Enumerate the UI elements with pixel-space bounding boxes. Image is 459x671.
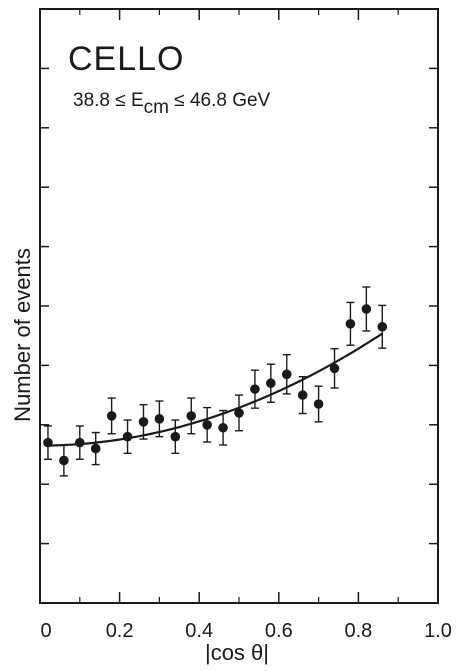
marker [154, 414, 165, 424]
marker [59, 455, 69, 466]
data-point [345, 301, 356, 346]
x-axis-label: |cos θ| [205, 640, 269, 665]
marker [186, 411, 197, 421]
marker [43, 437, 53, 448]
marker [75, 437, 85, 448]
data-point [234, 394, 244, 432]
data-point [90, 431, 101, 466]
chart-subtitle: 38.8 ≤ Ecm ≤ 46.8 GeV [73, 90, 271, 118]
x-tick-label: 0 [40, 620, 51, 642]
marker [138, 417, 149, 427]
data-point [266, 363, 276, 403]
marker [361, 304, 372, 314]
marker [90, 443, 101, 454]
marker [345, 319, 356, 329]
data-point [377, 304, 388, 349]
data-point [75, 425, 85, 460]
marker [218, 422, 228, 433]
data-point [43, 425, 53, 460]
data-point [281, 354, 292, 395]
data-point [313, 385, 324, 423]
marker [122, 431, 133, 442]
marker [106, 411, 117, 421]
subtitle-pre: 38.8 ≤ E [73, 90, 144, 111]
x-tick-label: 0.2 [106, 620, 134, 642]
data-point [170, 419, 181, 455]
x-tick-label: 0.6 [265, 620, 293, 642]
data-point [122, 419, 133, 455]
axis-ticks [39, 8, 439, 604]
data-point [329, 348, 340, 389]
data-point [218, 409, 228, 446]
marker [250, 384, 260, 394]
marker [266, 378, 276, 389]
data-point [154, 400, 165, 438]
y-axis-label: Number of events [10, 248, 35, 422]
marker [202, 420, 212, 430]
data-point [202, 406, 212, 443]
data-point [138, 403, 149, 440]
data-points [43, 286, 388, 477]
marker [234, 408, 244, 418]
data-point [106, 397, 117, 435]
axis-labels: 0 0.2 0.4 0.6 0.8 1.0 [40, 620, 451, 642]
marker [281, 369, 292, 380]
marker [329, 363, 340, 374]
fit-curve [47, 332, 383, 447]
x-tick-label: 0.4 [185, 620, 213, 642]
x-tick-label: 1.0 [424, 620, 452, 642]
subtitle-post: ≤ 46.8 GeV [169, 90, 271, 111]
data-point [59, 444, 69, 477]
marker [170, 431, 181, 442]
subtitle-sub: cm [144, 97, 169, 118]
data-point [250, 369, 260, 409]
x-tick-label: 0.8 [344, 620, 372, 642]
data-point [297, 375, 308, 415]
data-point [361, 286, 372, 332]
marker [297, 390, 308, 400]
marker [377, 321, 388, 332]
fit-line [47, 332, 383, 447]
chart-title: CELLO [68, 40, 185, 78]
data-point [186, 397, 197, 435]
marker [313, 399, 324, 409]
